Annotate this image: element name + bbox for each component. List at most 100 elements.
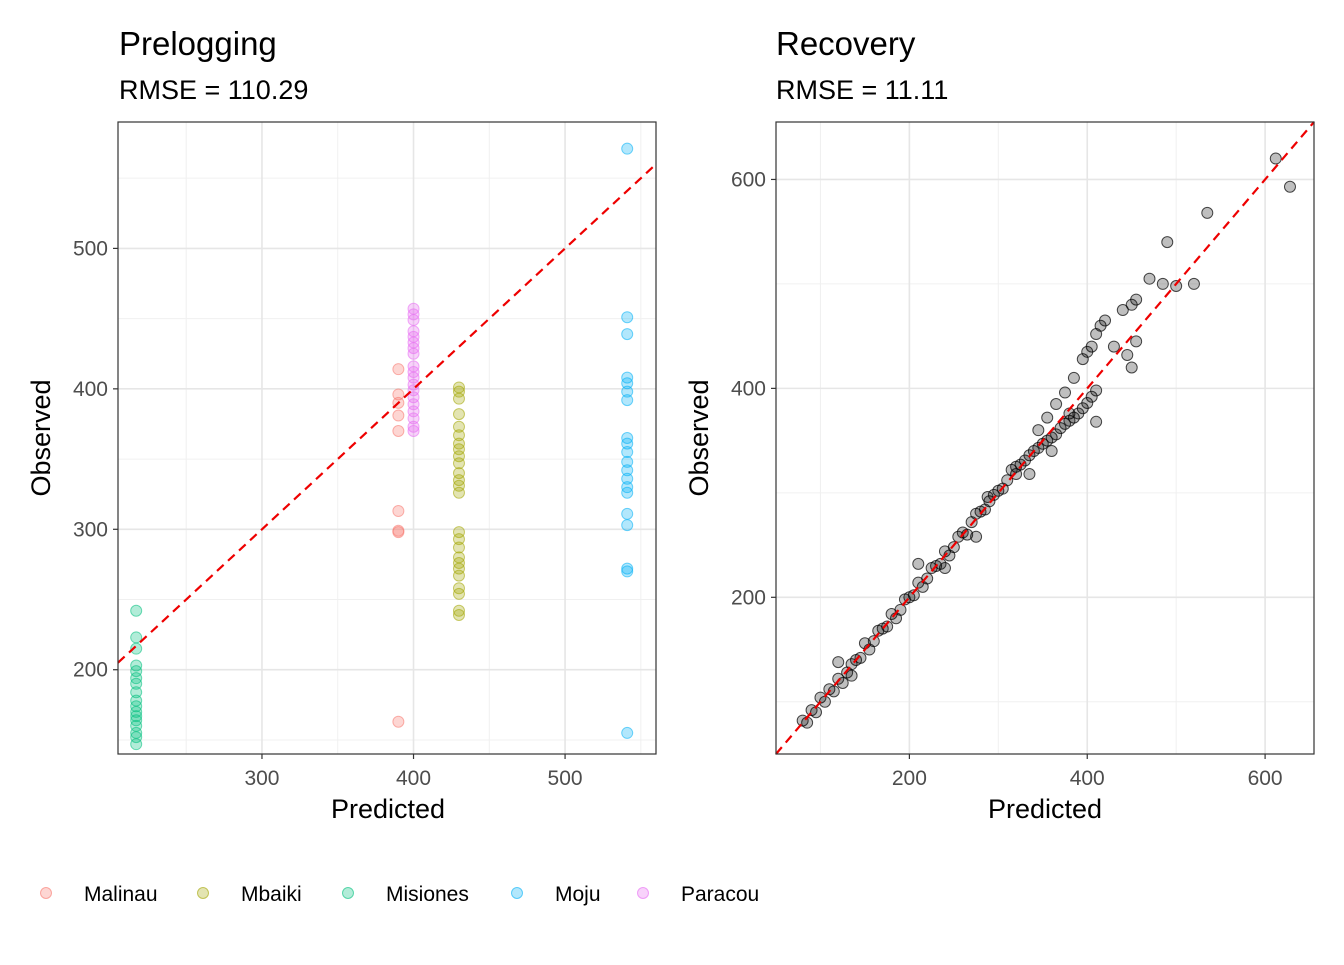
y-axis-title: Observed xyxy=(684,379,714,496)
reference-line xyxy=(117,163,657,664)
y-tick-label: 400 xyxy=(731,377,766,400)
data-point-mbaiki xyxy=(452,541,465,554)
plot-frame xyxy=(775,121,1315,755)
legend-key xyxy=(637,887,649,899)
data-point xyxy=(1116,304,1129,317)
data-point-paracou xyxy=(407,424,420,437)
data-point xyxy=(1201,206,1214,219)
y-tick-label: 200 xyxy=(73,659,108,682)
panel-title: Prelogging xyxy=(119,25,277,62)
panel-recovery: Recovery RMSE = 11.11 200 400 600 200 400 600… xyxy=(684,25,1315,824)
y-tick-label: 200 xyxy=(731,586,766,609)
data-point-paracou xyxy=(407,347,420,360)
data-point-paracou xyxy=(407,314,420,327)
data-point-misiones xyxy=(130,604,143,617)
data-point-moju xyxy=(621,142,634,155)
data-point-mbaiki xyxy=(452,408,465,421)
data-point xyxy=(854,651,867,664)
legend-label: Moju xyxy=(555,883,601,906)
data-point xyxy=(1045,445,1058,458)
data-point xyxy=(845,669,858,682)
data-point-moju xyxy=(621,472,634,485)
data-point-misiones xyxy=(130,710,143,723)
data-point-misiones xyxy=(130,738,143,751)
data-point xyxy=(1085,390,1098,403)
axis-ticks: 200 400 600 200 400 600 xyxy=(731,168,1283,790)
data-point xyxy=(1067,411,1080,424)
data-point-moju xyxy=(621,726,634,739)
data-point-moju xyxy=(621,464,634,477)
data-point xyxy=(832,656,845,669)
data-point-malinau xyxy=(392,505,405,518)
identity-line xyxy=(775,121,1315,755)
data-point-malinau xyxy=(392,409,405,422)
data-point xyxy=(1081,397,1094,410)
data-point-misiones xyxy=(130,677,143,690)
data-point-malinau xyxy=(392,363,405,376)
data-point-mbaiki xyxy=(452,569,465,582)
data-point xyxy=(934,557,947,570)
data-point xyxy=(1050,428,1063,441)
data-point xyxy=(1125,361,1138,374)
data-point-mbaiki xyxy=(452,608,465,621)
legend: Malinau Mbaiki Misiones Moju Paracou xyxy=(40,883,759,906)
data-point xyxy=(1156,277,1169,290)
data-point-mbaiki xyxy=(452,392,465,405)
data-point xyxy=(1032,441,1045,454)
x-tick-label: 300 xyxy=(244,767,279,790)
data-point-mbaiki xyxy=(452,533,465,546)
panel-subtitle: RMSE = 110.29 xyxy=(119,75,308,105)
data-point xyxy=(1099,314,1112,327)
data-point xyxy=(1090,384,1103,397)
data-point xyxy=(1032,424,1045,437)
plot-frame xyxy=(117,121,657,755)
legend-label: Malinau xyxy=(84,883,158,906)
data-point-moju xyxy=(621,437,634,450)
data-point xyxy=(1283,180,1296,193)
data-point-moju xyxy=(621,565,634,578)
data-point xyxy=(1067,371,1080,384)
data-point xyxy=(1050,398,1063,411)
data-point-moju xyxy=(621,377,634,390)
data-point xyxy=(1054,422,1067,435)
data-point xyxy=(1269,152,1282,165)
data-point-moju xyxy=(621,507,634,520)
data-point-mbaiki xyxy=(452,420,465,433)
data-point-moju xyxy=(621,486,634,499)
legend-key xyxy=(197,887,209,899)
legend-item-mbaiki: Mbaiki xyxy=(197,883,302,906)
x-tick-label: 200 xyxy=(892,767,927,790)
data-point xyxy=(1107,340,1120,353)
y-axis-title: Observed xyxy=(26,379,56,496)
legend-key xyxy=(342,887,354,899)
y-tick-label: 400 xyxy=(73,378,108,401)
data-point xyxy=(1170,280,1183,293)
legend-item-misiones: Misiones xyxy=(342,883,469,906)
data-point xyxy=(1041,411,1054,424)
data-point-moju xyxy=(621,519,634,532)
data-point-mbaiki xyxy=(452,457,465,470)
panel-title: Recovery xyxy=(776,25,916,62)
data-point xyxy=(1161,236,1174,249)
data-point-malinau xyxy=(392,526,405,539)
data-point xyxy=(1187,277,1200,290)
legend-key xyxy=(511,887,523,899)
data-point xyxy=(1130,293,1143,306)
data-point xyxy=(952,530,965,543)
data-point xyxy=(981,491,994,504)
data-point xyxy=(938,562,951,575)
plot-background xyxy=(118,122,656,754)
panel-subtitle: RMSE = 11.11 xyxy=(776,75,948,105)
y-tick-label: 300 xyxy=(73,518,108,541)
legend-item-moju: Moju xyxy=(511,883,601,906)
x-tick-label: 500 xyxy=(548,767,583,790)
x-tick-label: 400 xyxy=(396,767,431,790)
identity-line xyxy=(117,163,657,664)
data-point-paracou xyxy=(407,420,420,433)
x-axis-title: Predicted xyxy=(331,794,445,824)
data-point-mbaiki xyxy=(452,587,465,600)
panel-prelogging: Prelogging RMSE = 110.29 300 400 500 200 300… xyxy=(26,25,657,824)
legend-label: Mbaiki xyxy=(241,883,302,906)
legend-item-paracou: Paracou xyxy=(637,883,759,906)
data-point-moju xyxy=(621,455,634,468)
